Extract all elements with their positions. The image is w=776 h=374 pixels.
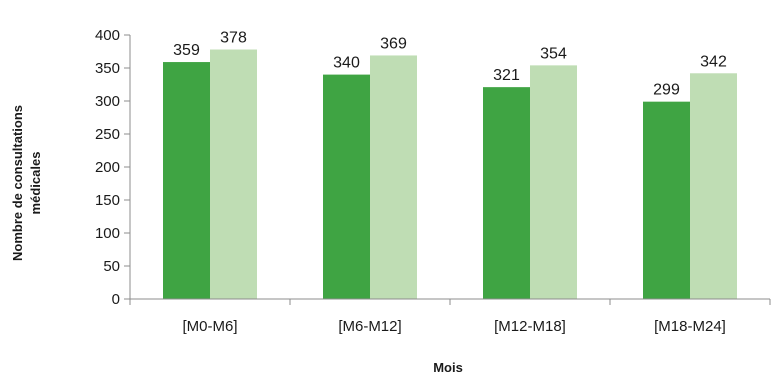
x-axis-title: Mois: [433, 360, 463, 374]
x-tick-label: [M6-M12]: [338, 318, 401, 335]
y-tick-label: 400: [95, 27, 120, 44]
data-label: 359: [173, 42, 200, 59]
y-axis-title: Nombre de consultations médicales: [10, 105, 43, 261]
bar-series-2: [530, 65, 577, 299]
y-axis-ticks: 0 50 100 150 200 250 300 350 400: [95, 27, 130, 308]
y-tick-label: 200: [95, 159, 120, 176]
data-label: 369: [380, 35, 407, 52]
bar-series-1: [643, 101, 690, 299]
data-label: 299: [653, 82, 680, 99]
bar-series-1: [163, 62, 210, 300]
y-tick-label: 300: [95, 93, 120, 110]
data-label: 354: [540, 45, 567, 62]
x-axis-ticks: [M0-M6] [M6-M12] [M12-M18] [M18-M24]: [129, 299, 771, 335]
bar-series-2: [370, 55, 417, 300]
bar-series-1: [483, 87, 530, 299]
x-tick-label: [M18-M24]: [654, 318, 726, 335]
x-tick-label: [M12-M18]: [494, 318, 566, 335]
x-tick-label: [M0-M6]: [182, 318, 237, 335]
y-tick-label: 50: [103, 258, 120, 275]
data-labels: 359 378 340 369 321 354 299 342: [173, 30, 727, 99]
data-label: 342: [700, 53, 727, 70]
y-tick-label: 250: [95, 126, 120, 143]
data-label: 340: [333, 55, 360, 72]
y-axis-title-line-1: Nombre de consultations: [10, 105, 25, 261]
y-axis-title-line-2: médicales: [28, 152, 43, 215]
bar-series-2: [210, 49, 257, 299]
bars: [163, 49, 737, 300]
y-tick-label: 350: [95, 60, 120, 77]
bar-series-2: [690, 73, 737, 299]
data-label: 378: [220, 30, 247, 47]
y-tick-label: 150: [95, 192, 120, 209]
y-tick-label: 100: [95, 225, 120, 242]
bar-series-1: [323, 74, 370, 299]
y-tick-label: 0: [112, 291, 120, 308]
data-label: 321: [493, 67, 520, 84]
